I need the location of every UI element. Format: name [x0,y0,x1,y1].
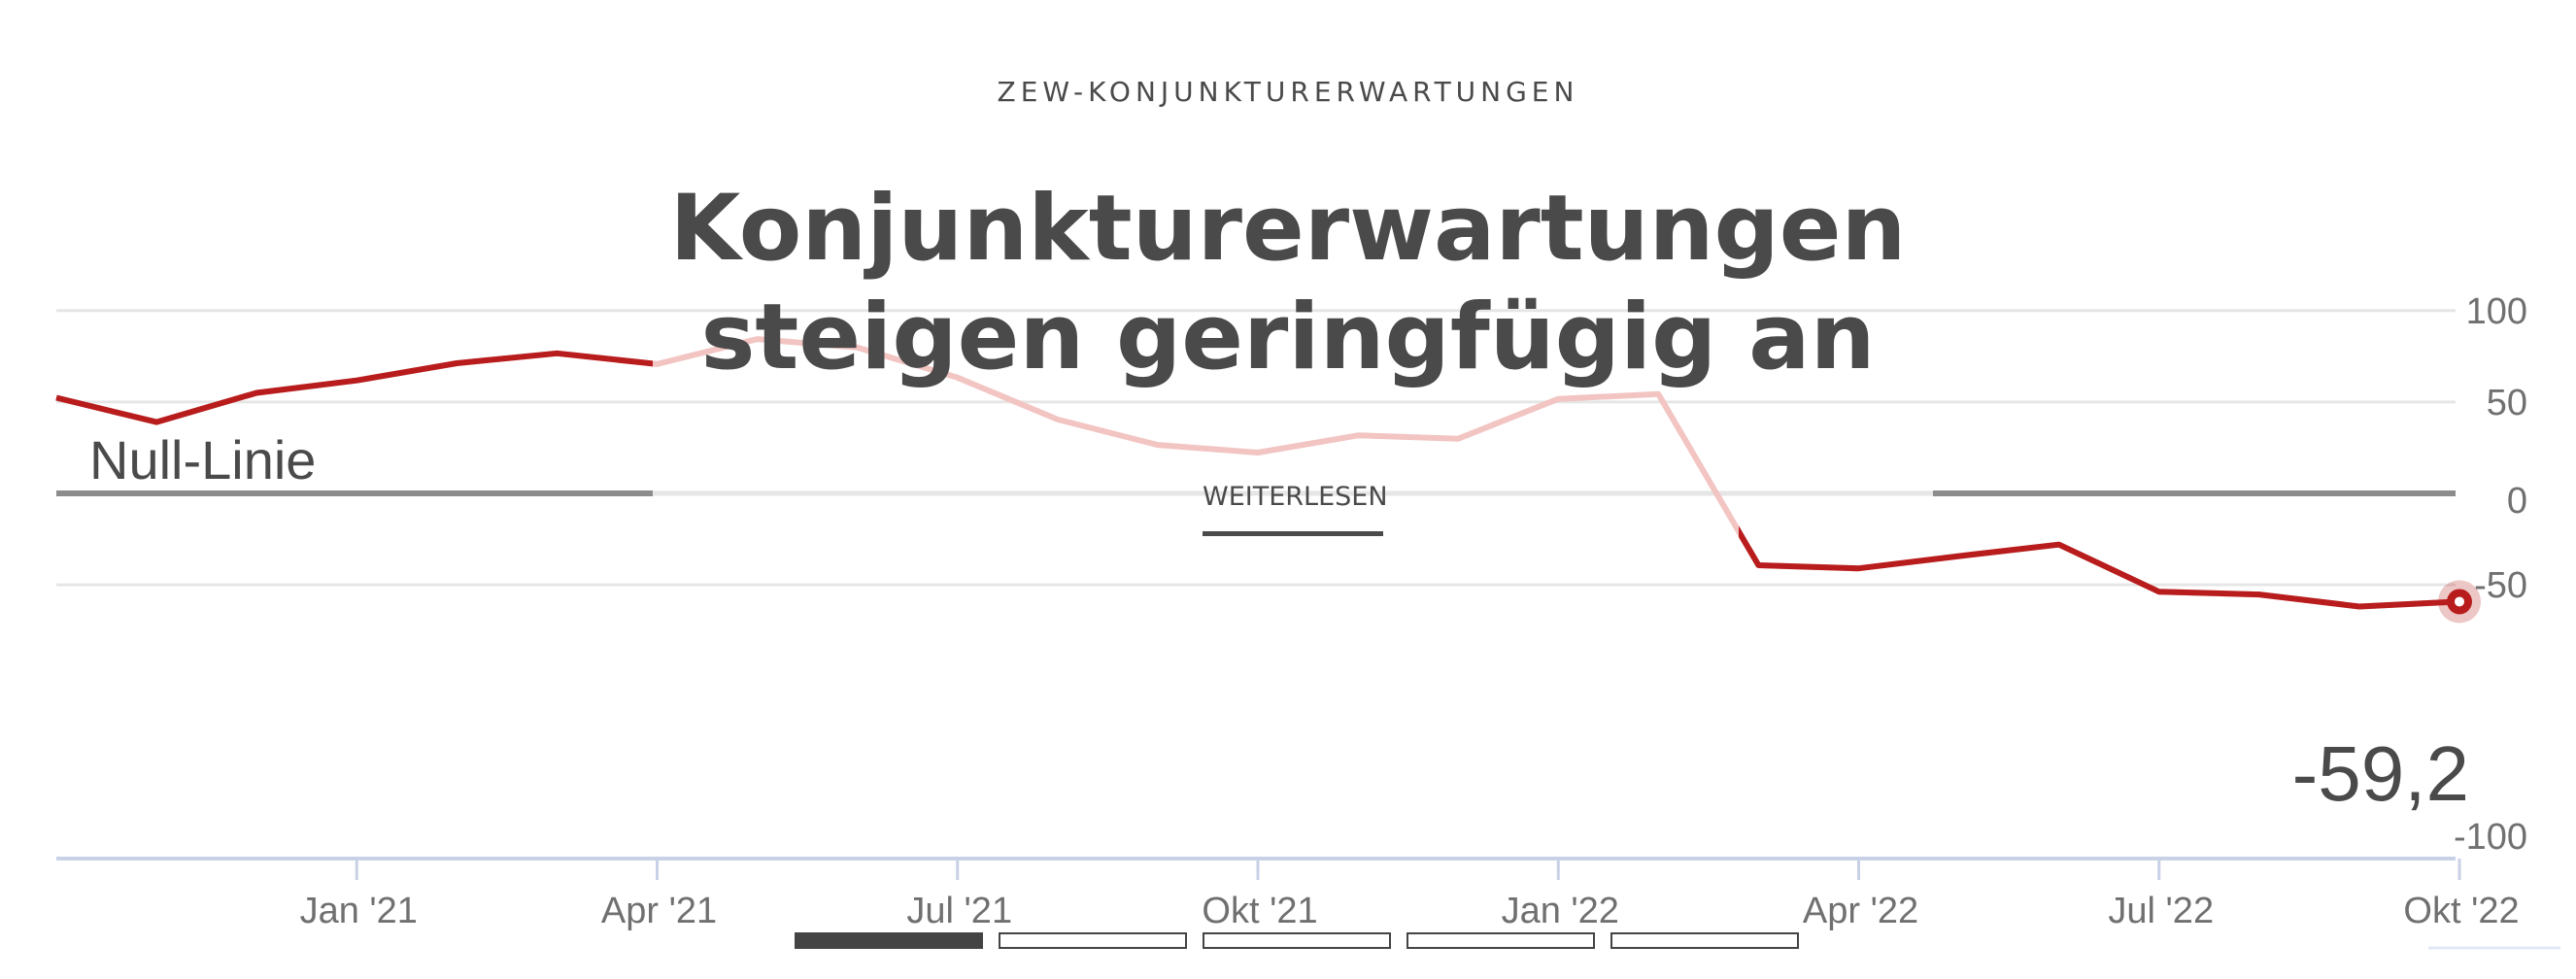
data-point [1855,564,1863,572]
read-more-link[interactable]: WEITERLESEN [1203,482,1388,536]
slide-indicator-3[interactable] [1203,932,1391,949]
x-tick-label: Jul '22 [2108,891,2214,931]
slide-indicator-5[interactable] [1610,932,1799,949]
y-tick-label: 50 [2487,383,2527,423]
data-point [153,419,160,426]
slide-pager [795,932,1799,949]
x-tick-label: Apr '22 [1803,891,1918,931]
data-point [553,350,560,357]
data-point [854,344,862,352]
data-point [1454,435,1462,443]
slide-indicator-2[interactable] [999,932,1187,949]
last-point-marker[interactable] [2438,580,2481,624]
y-tick-label: 0 [2507,481,2527,522]
y-tick-label: 100 [2466,291,2527,332]
data-point [353,377,360,385]
data-point [453,359,460,367]
slide-indicator-4[interactable] [1407,932,1595,949]
x-tick-label: Jan '22 [1502,891,1619,931]
data-point [1254,449,1262,456]
data-point [954,374,962,382]
data-point [2356,603,2363,611]
zero-line-label: Null-Linie [89,429,316,490]
y-tick-labels: 100 50 0 -50 -100 [2454,291,2527,858]
y-tick-label: -50 [2474,565,2527,606]
x-tick-labels: Jan '21 Apr '21 Jul '21 Okt '21 Jan '22 Apr '… [300,859,2520,931]
data-point [2055,541,2063,549]
data-point [253,388,260,396]
slide-indicator-1[interactable] [795,932,983,949]
x-tick-label: Jan '21 [300,891,418,931]
data-point [1654,390,1662,398]
last-point-center [2455,596,2464,607]
data-point [1955,553,1963,560]
series-line [52,335,2460,611]
series-line-solid [55,336,2460,610]
data-point [1354,431,1362,439]
data-point [1054,416,1062,423]
data-point [654,360,661,368]
data-point [52,394,60,402]
x-tick-label: Apr '21 [601,891,717,931]
data-point [2155,588,2163,595]
data-point [754,335,762,343]
grid-lines [56,309,2456,587]
last-value-label: -59,2 [2292,730,2469,817]
x-axis [56,857,2560,950]
x-tick-label: Jul '21 [906,891,1012,931]
data-point [2255,591,2263,598]
x-tick-label: Okt '22 [2403,891,2519,931]
data-point [1754,561,1762,569]
y-tick-label: -100 [2454,817,2527,858]
data-point [1554,395,1562,403]
x-tick-label: Okt '21 [1202,891,1317,931]
data-point [1154,441,1162,449]
